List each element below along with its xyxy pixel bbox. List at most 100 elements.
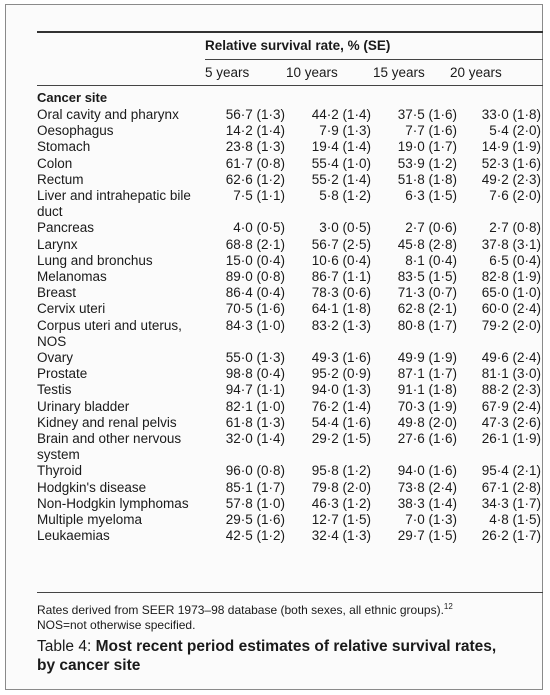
survival-rate-cell: 42·5 (1·2) bbox=[225, 528, 286, 544]
cancer-site-cell: Urinary bladder bbox=[37, 398, 130, 414]
survival-rate-cell: 34·3 (1·7) bbox=[481, 495, 541, 511]
cancer-site-cell: Larynx bbox=[37, 236, 78, 252]
table-row: Corpus uteri and uterus, NOS 84·3 (1·0) 83… bbox=[37, 318, 543, 350]
survival-rate-cell: 14·2 (1·4) bbox=[225, 123, 286, 139]
survival-rate-cell: 53·9 (1·2) bbox=[397, 155, 458, 171]
survival-rate-cell: 49·8 (2·0) bbox=[397, 414, 458, 430]
survival-rate-cell: 45·8 (2·8) bbox=[397, 236, 458, 252]
cancer-site-cell: Hodgkin's disease bbox=[37, 479, 147, 495]
survival-rate-cell: 44·2 (1·4) bbox=[311, 107, 372, 122]
column-header-5-years: 5 years bbox=[205, 65, 250, 80]
table-row: Oesophagus 14·2 (1·4) 7·9 (1·3) 7·7 (1·6) 5·… bbox=[37, 123, 543, 139]
cancer-site-header: Cancer site bbox=[37, 90, 108, 105]
bottom-rule bbox=[37, 592, 543, 593]
survival-rate-cell: 2·7 (0·6) bbox=[405, 220, 458, 236]
cancer-site-cell: Melanomas bbox=[37, 269, 107, 285]
cancer-site-cell: Thyroid bbox=[37, 463, 83, 479]
cancer-site-cell: Kidney and renal pelvis bbox=[37, 414, 177, 430]
group-header: Relative survival rate, % (SE) bbox=[205, 38, 391, 53]
survival-rate-cell: 51·8 (1·8) bbox=[397, 171, 458, 187]
table-caption: Table 4: Most recent period estimates of… bbox=[37, 637, 517, 675]
survival-rate-cell: 98·8 (0·4) bbox=[225, 366, 286, 382]
survival-rate-cell: 95·2 (0·9) bbox=[311, 366, 372, 382]
column-header-10-years: 10 years bbox=[286, 65, 338, 80]
survival-rate-cell: 67·1 (2·8) bbox=[481, 479, 541, 495]
survival-rate-cell: 55·2 (1·4) bbox=[311, 171, 372, 187]
survival-rate-cell: 79·2 (2·0) bbox=[481, 317, 541, 333]
table-row: Melanomas 89·0 (0·8) 86·7 (1·1) 83·5 (1·5) 8… bbox=[37, 269, 543, 285]
survival-rate-cell: 32·0 (1·4) bbox=[225, 431, 286, 447]
survival-rate-cell: 83·2 (1·3) bbox=[311, 317, 372, 333]
group-header-rule bbox=[205, 59, 543, 60]
survival-rate-cell: 7·0 (1·3) bbox=[405, 512, 458, 528]
table-row: Brain and other nervous system 32·0 (1·4)… bbox=[37, 431, 543, 463]
survival-rate-cell: 87·1 (1·7) bbox=[397, 366, 458, 382]
footnote-source: Rates derived from SEER 1973–98 database… bbox=[37, 603, 444, 617]
table-row: Rectum 62·6 (1·2) 55·2 (1·4) 51·8 (1·8) 49·2… bbox=[37, 172, 543, 188]
cancer-site-cell: Cervix uteri bbox=[37, 301, 106, 317]
survival-rate-cell: 12·7 (1·5) bbox=[311, 512, 372, 528]
survival-rate-cell: 83·5 (1·5) bbox=[397, 269, 458, 285]
cancer-site-cell: Ovary bbox=[37, 350, 74, 366]
cancer-site-cell: Pancreas bbox=[37, 220, 95, 236]
cancer-site-cell: Lung and bronchus bbox=[37, 252, 153, 268]
survival-rate-cell: 76·2 (1·4) bbox=[311, 398, 372, 414]
survival-rate-cell: 65·0 (1·0) bbox=[481, 285, 541, 301]
table-row: Cervix uteri 70·5 (1·6) 64·1 (1·8) 62·8 (2·… bbox=[37, 301, 543, 317]
cancer-site-cell: Liver and intrahepatic bile duct bbox=[37, 188, 191, 220]
survival-rate-cell: 23·8 (1·3) bbox=[225, 139, 286, 155]
survival-rate-cell: 3·0 (0·5) bbox=[319, 220, 372, 236]
survival-rate-cell: 55·0 (1·3) bbox=[225, 350, 286, 366]
survival-rate-cell: 86·4 (0·4) bbox=[225, 285, 286, 301]
survival-rate-cell: 49·2 (2·3) bbox=[481, 171, 541, 187]
cancer-site-cell: Prostate bbox=[37, 366, 88, 382]
table-row: Thyroid 96·0 (0·8) 95·8 (1·2) 94·0 (1·6) 95·… bbox=[37, 463, 543, 479]
table-row: Breast 86·4 (0·4) 78·3 (0·6) 71·3 (0·7) 65·0… bbox=[37, 285, 543, 301]
survival-rate-cell: 82·8 (1·9) bbox=[481, 269, 541, 285]
survival-rate-cell: 47·3 (2·6) bbox=[481, 414, 541, 430]
table-row: Pancreas 4·0 (0·5) 3·0 (0·5) 2·7 (0·6) 2·7 (… bbox=[37, 220, 543, 236]
survival-rate-cell: 57·8 (1·0) bbox=[225, 495, 286, 511]
survival-rate-cell: 26·2 (1·7) bbox=[481, 528, 541, 544]
table-row: Multiple myeloma 29·5 (1·6) 12·7 (1·5) 7·0 … bbox=[37, 512, 543, 528]
survival-rate-cell: 6·5 (0·4) bbox=[489, 252, 541, 268]
survival-rate-cell: 49·6 (2·4) bbox=[481, 350, 541, 366]
survival-rate-cell: 38·3 (1·4) bbox=[397, 495, 458, 511]
survival-rate-cell: 14·9 (1·9) bbox=[481, 139, 541, 155]
survival-rate-cell: 26·1 (1·9) bbox=[481, 431, 541, 447]
survival-rate-cell: 37·5 (1·6) bbox=[397, 107, 458, 122]
survival-rate-cell: 29·5 (1·6) bbox=[225, 512, 286, 528]
survival-rate-cell: 5·8 (1·2) bbox=[319, 188, 372, 204]
caption-prefix: Table 4: bbox=[37, 638, 96, 655]
survival-rate-cell: 56·7 (1·3) bbox=[225, 107, 286, 122]
survival-rate-cell: 46·3 (1·2) bbox=[311, 495, 372, 511]
survival-rate-cell: 60·0 (2·4) bbox=[481, 301, 541, 317]
cancer-site-cell: Oral cavity and pharynx bbox=[37, 107, 179, 122]
cancer-site-cell: Colon bbox=[37, 155, 73, 171]
cancer-site-cell: Stomach bbox=[37, 139, 91, 155]
survival-rate-cell: 19·0 (1·7) bbox=[397, 139, 458, 155]
survival-rate-cell: 15·0 (0·4) bbox=[225, 252, 286, 268]
survival-rate-cell: 81·1 (3·0) bbox=[481, 366, 541, 382]
survival-rate-cell: 94·7 (1·1) bbox=[225, 382, 286, 398]
cancer-site-cell: Multiple myeloma bbox=[37, 512, 143, 528]
table-row: Liver and intrahepatic bile duct 7·5 (1·1… bbox=[37, 188, 543, 220]
survival-rate-cell: 85·1 (1·7) bbox=[225, 479, 286, 495]
survival-rate-cell: 78·3 (0·6) bbox=[311, 285, 372, 301]
survival-rate-cell: 95·8 (1·2) bbox=[311, 463, 372, 479]
survival-rate-cell: 84·3 (1·0) bbox=[225, 317, 286, 333]
table-row: Lung and bronchus 15·0 (0·4) 10·6 (0·4) 8·1… bbox=[37, 253, 543, 269]
survival-rate-cell: 79·8 (2·0) bbox=[311, 479, 372, 495]
cancer-site-cell: Leukaemias bbox=[37, 528, 110, 544]
survival-rate-cell: 4·8 (1·5) bbox=[489, 512, 541, 528]
survival-rate-cell: 37·8 (3·1) bbox=[481, 236, 541, 252]
table-row: Hodgkin's disease 85·1 (1·7) 79·8 (2·0) 73·… bbox=[37, 480, 543, 496]
survival-rate-cell: 68·8 (2·1) bbox=[225, 236, 286, 252]
survival-rate-cell: 27·6 (1·6) bbox=[397, 431, 458, 447]
survival-rate-cell: 10·6 (0·4) bbox=[311, 252, 372, 268]
caption-title: Most recent period estimates of relative… bbox=[37, 638, 497, 674]
survival-rate-cell: 71·3 (0·7) bbox=[397, 285, 458, 301]
survival-rate-cell: 70·3 (1·9) bbox=[397, 398, 458, 414]
cancer-site-cell: Brain and other nervous system bbox=[37, 431, 182, 463]
cancer-site-cell: Oesophagus bbox=[37, 123, 114, 139]
